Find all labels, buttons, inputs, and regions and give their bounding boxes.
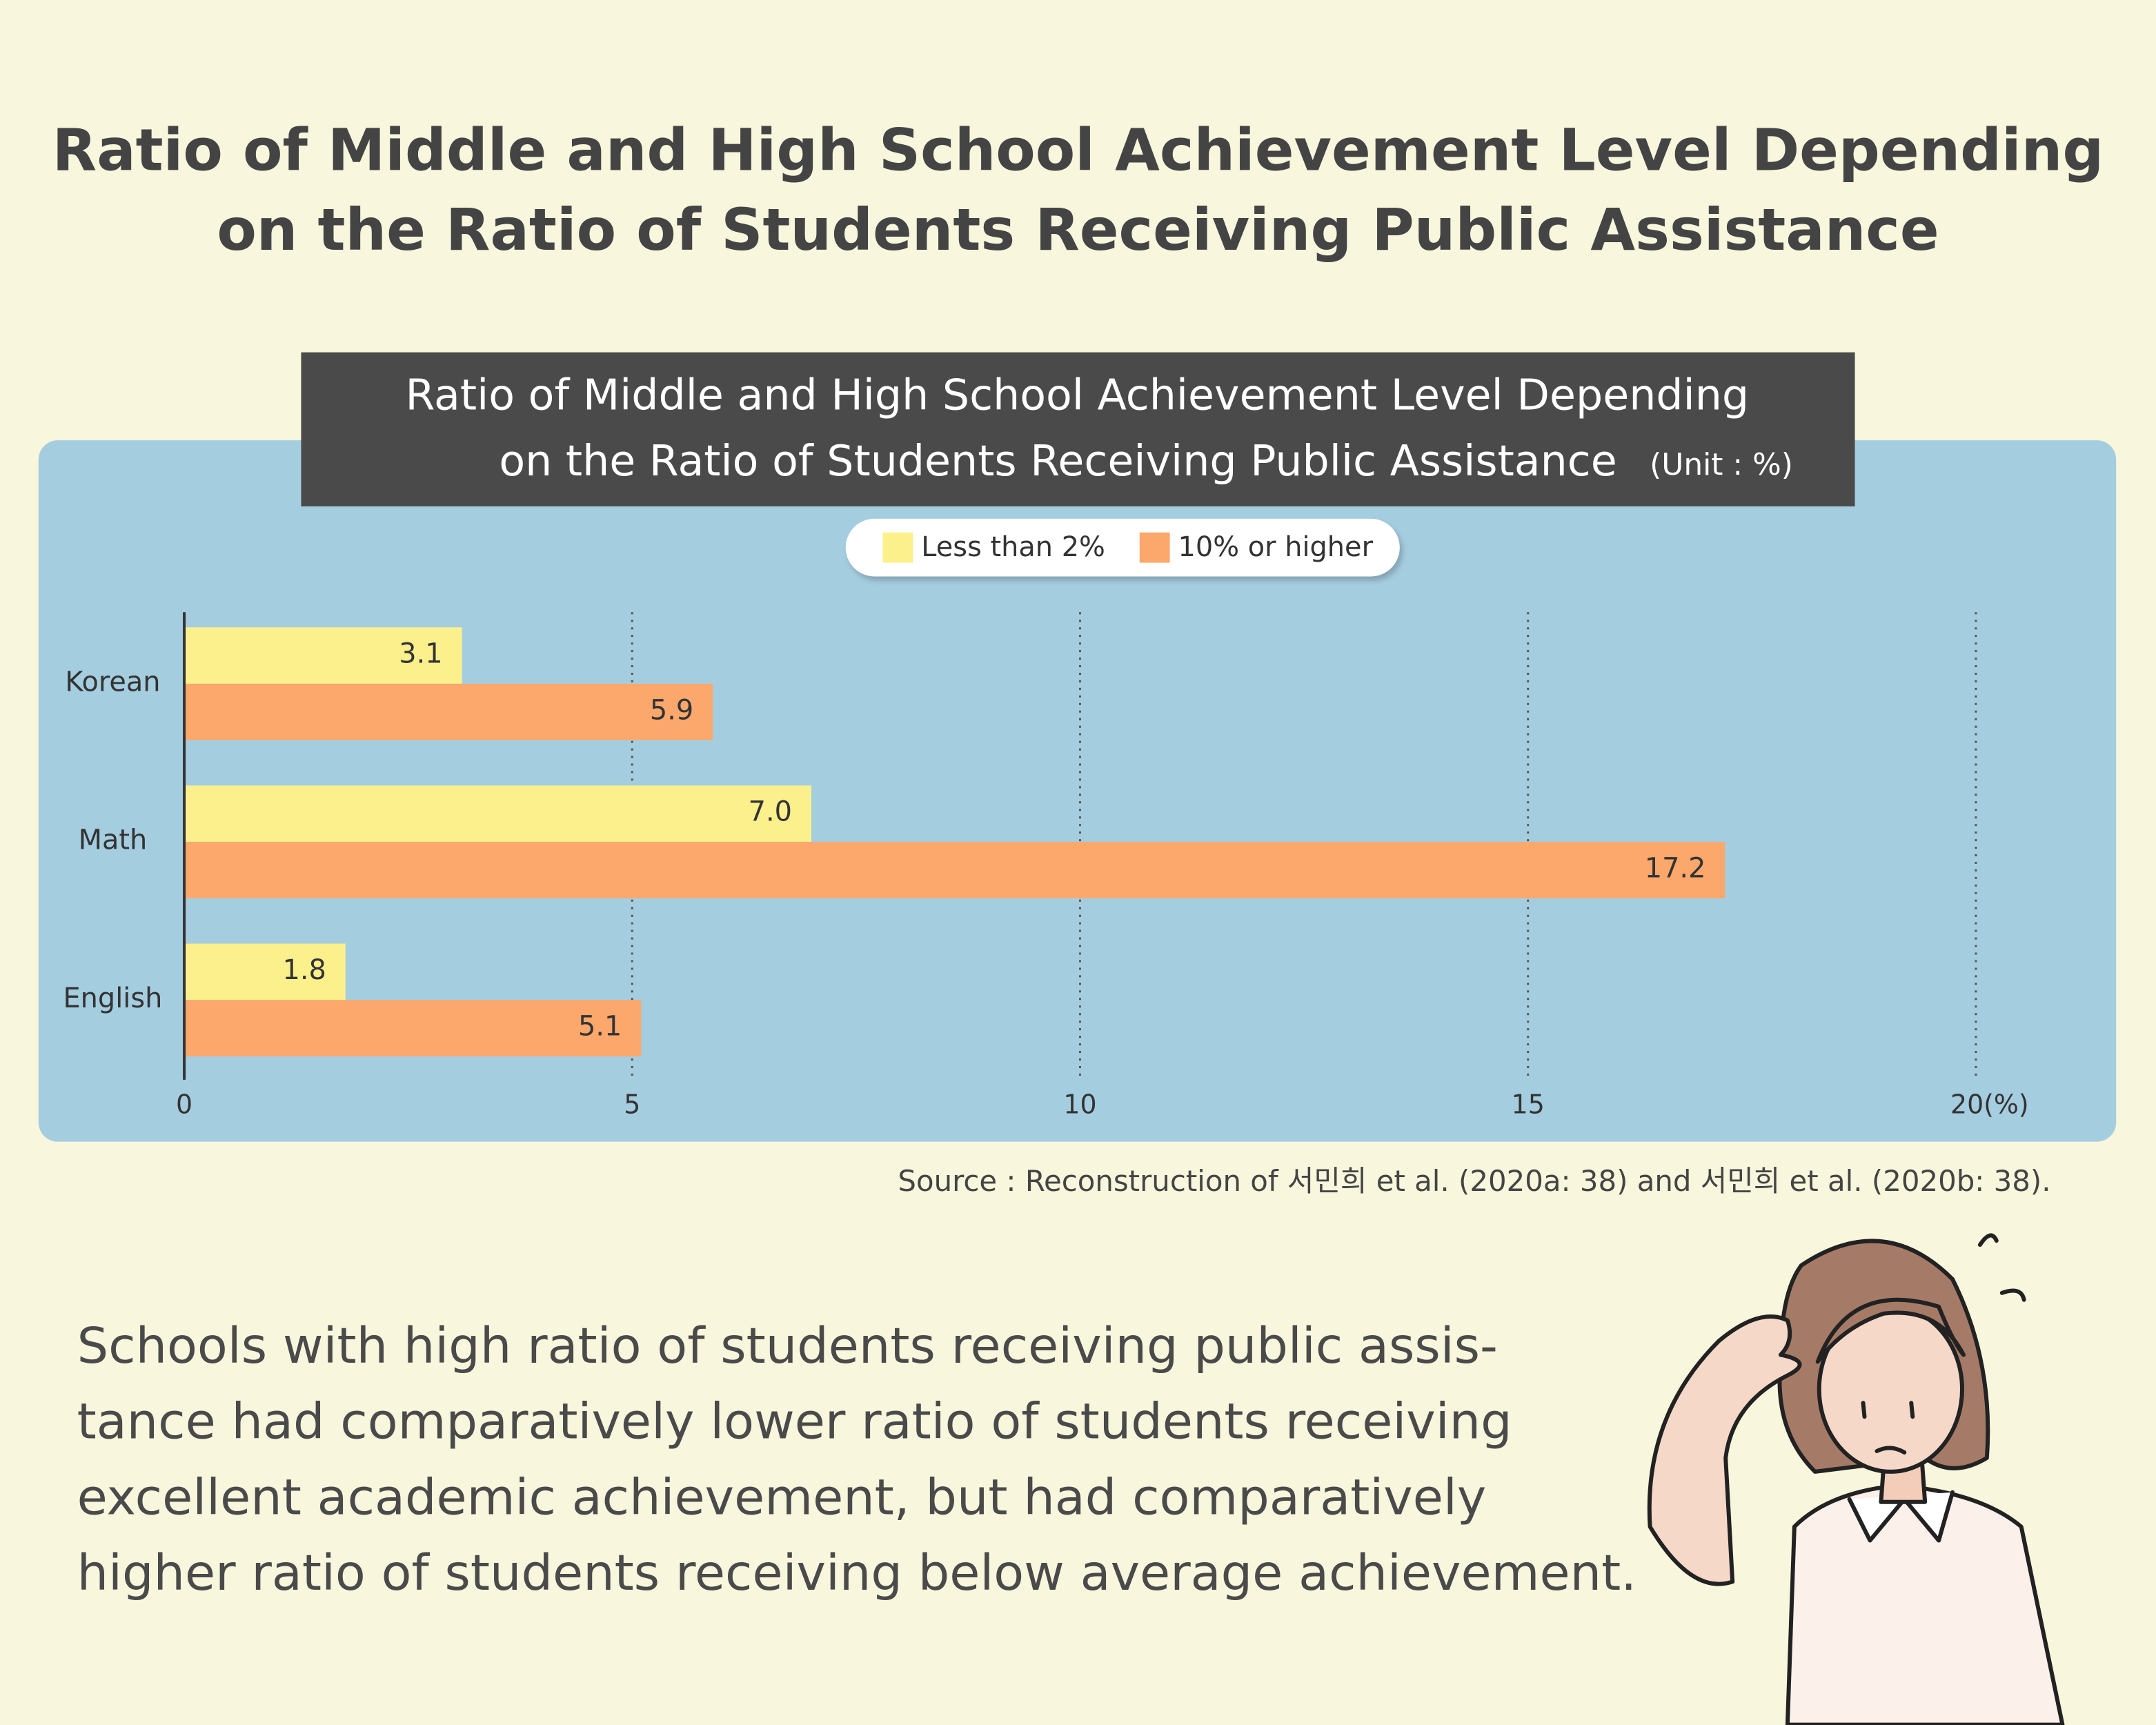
body-line: Schools with high ratio of students rece… [77,1317,1498,1374]
bar [184,785,811,842]
legend-label: 10% or higher [1178,531,1374,563]
value-label: 3.1 [399,638,442,670]
chart-title-box [301,352,1855,506]
source: Source : Reconstruction of 서민희 et al. (2… [898,1164,2050,1198]
x-tick-label: 0 [176,1089,192,1119]
page-title: Ratio of Middle and High School Achievem… [52,117,2104,184]
value-label: 1.8 [283,954,326,986]
body-line: excellent academic achievement, but had … [77,1468,1487,1526]
legend-swatch [882,532,913,563]
value-label: 5.9 [650,694,693,726]
bar [184,1000,642,1057]
body-line: higher ratio of students receiving below… [77,1544,1636,1601]
value-label: 5.1 [578,1011,622,1043]
bar [184,943,346,1000]
x-tick-label: 20(%) [1950,1089,2029,1119]
body-text: Schools with high ratio of students rece… [77,1317,1636,1601]
bar [184,842,1725,898]
y-tick-label: Math [79,825,148,856]
unit-label: (Unit : %) [1650,447,1793,482]
chart-panel [38,440,2117,1142]
x-tick-label: 5 [624,1089,640,1119]
legend-swatch [1139,532,1170,563]
y-tick-label: Korean [65,666,160,698]
bar [184,627,462,684]
bar [184,683,713,740]
value-label: 7.0 [749,796,792,828]
legend-box [845,518,1400,577]
chart-title: on the Ratio of Students Receiving Publi… [499,436,1616,486]
x-tick-label: 15 [1512,1089,1545,1119]
body-line: tance had comparatively lower ratio of s… [77,1392,1512,1450]
x-tick-label: 10 [1063,1089,1096,1119]
value-label: 17.2 [1645,852,1706,884]
y-tick-label: English [63,983,162,1014]
illustration [1647,1233,2065,1725]
legend-label: Less than 2% [921,531,1105,563]
chart-title: Ratio of Middle and High School Achievem… [405,370,1749,420]
page-title: on the Ratio of Students Receiving Publi… [217,196,1939,264]
